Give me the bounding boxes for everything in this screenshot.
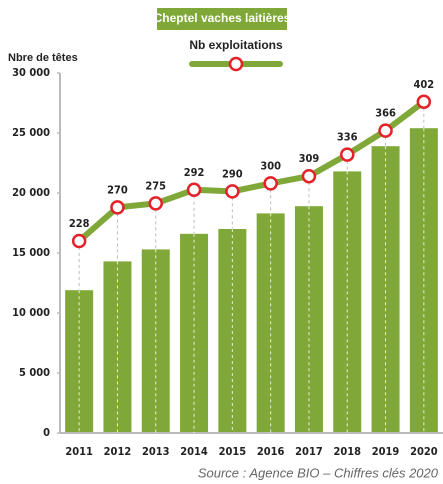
data-label: 228 [69,217,90,230]
bar [371,146,400,433]
data-label: 366 [375,107,396,120]
bar [180,233,209,433]
data-label: 275 [145,179,166,192]
x-tick-label: 2018 [333,445,361,458]
marker [340,147,355,162]
legend-bar-swatch [157,8,287,30]
y-tick-label: 5 000 [19,366,50,379]
bar [65,290,94,433]
legend-bar-label: Cheptel vaches laitières [154,11,291,25]
y-tick-label: 25 000 [12,126,50,139]
data-label: 270 [107,183,128,196]
legend-line-label: Nb exploitations [189,38,283,52]
marker [148,196,163,211]
x-tick-label: 2019 [372,445,400,458]
data-label: 402 [414,78,435,91]
data-label: 309 [299,152,320,165]
data-label: 290 [222,167,243,180]
marker [416,94,432,110]
y-tick-label: 0 [43,426,50,439]
marker [225,184,240,199]
data-label: 292 [184,166,205,179]
legend-marker [228,56,244,72]
marker [301,168,317,184]
y-axis-label: Nbre de têtes [8,52,78,64]
source: Source : Agence BIO – Chiffres clés 2020 [198,465,439,480]
x-tick-label: 2017 [295,445,323,458]
x-tick-label: 2011 [65,445,93,458]
y-tick-label: 30 000 [12,66,50,79]
x-tick-label: 2013 [142,445,170,458]
x-tick-label: 2012 [104,445,132,458]
data-label: 300 [260,159,281,172]
data-label: 336 [337,131,358,144]
x-tick-label: 2014 [180,445,208,458]
line [77,99,426,244]
y-tick-label: 20 000 [12,186,50,199]
x-tick-label: 2015 [219,445,247,458]
marker [378,123,393,138]
x-tick-label: 2020 [410,445,438,458]
marker [71,233,87,249]
y-tick-label: 15 000 [12,246,50,259]
marker [110,200,125,215]
x-tick-label: 2016 [257,445,285,458]
marker [186,182,202,198]
marker [263,176,278,191]
y-tick-label: 10 000 [12,306,50,319]
